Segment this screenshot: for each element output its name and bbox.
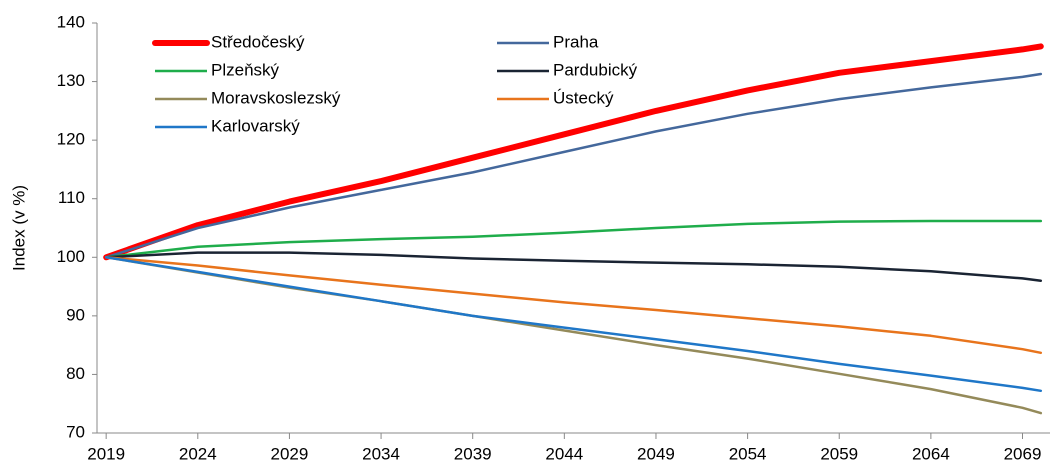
y-tick-label: 120 — [57, 130, 85, 149]
series-line — [103, 43, 1044, 261]
x-tick-label: 2024 — [179, 444, 217, 463]
x-tick-label: 2059 — [820, 444, 858, 463]
x-tick-label: 2019 — [87, 444, 125, 463]
legend-label: Karlovarský — [211, 116, 300, 135]
y-tick-label: 110 — [58, 188, 85, 207]
series-line — [104, 256, 1043, 393]
x-tick-label: 2064 — [912, 444, 950, 463]
legend-label: Moravskoslezský — [211, 88, 341, 107]
x-tick-label: 2069 — [1004, 444, 1042, 463]
legend-label: Pardubický — [553, 60, 638, 79]
y-tick-label: 130 — [57, 71, 85, 90]
x-tick-label: 2044 — [545, 444, 583, 463]
y-tick-label: 100 — [57, 247, 85, 266]
x-tick-label: 2034 — [362, 444, 400, 463]
series-line — [104, 256, 1043, 355]
series-line — [104, 219, 1043, 259]
series-line — [104, 72, 1043, 259]
y-tick-label: 90 — [66, 305, 85, 324]
legend-label: Praha — [553, 32, 599, 51]
y-tick-label: 70 — [66, 422, 85, 441]
x-tick-label: 2029 — [271, 444, 309, 463]
legend-label: Ústecký — [553, 88, 614, 107]
legend-label: Plzeňský — [211, 60, 280, 79]
y-axis-label: Index (v %) — [9, 185, 28, 271]
x-tick-label: 2039 — [454, 444, 492, 463]
x-tick-label: 2054 — [729, 444, 767, 463]
series-line — [104, 251, 1043, 282]
y-tick-label: 80 — [66, 364, 85, 383]
y-tick-label: 140 — [57, 12, 85, 31]
legend-label: Středočeský — [211, 32, 305, 51]
x-tick-label: 2049 — [637, 444, 675, 463]
